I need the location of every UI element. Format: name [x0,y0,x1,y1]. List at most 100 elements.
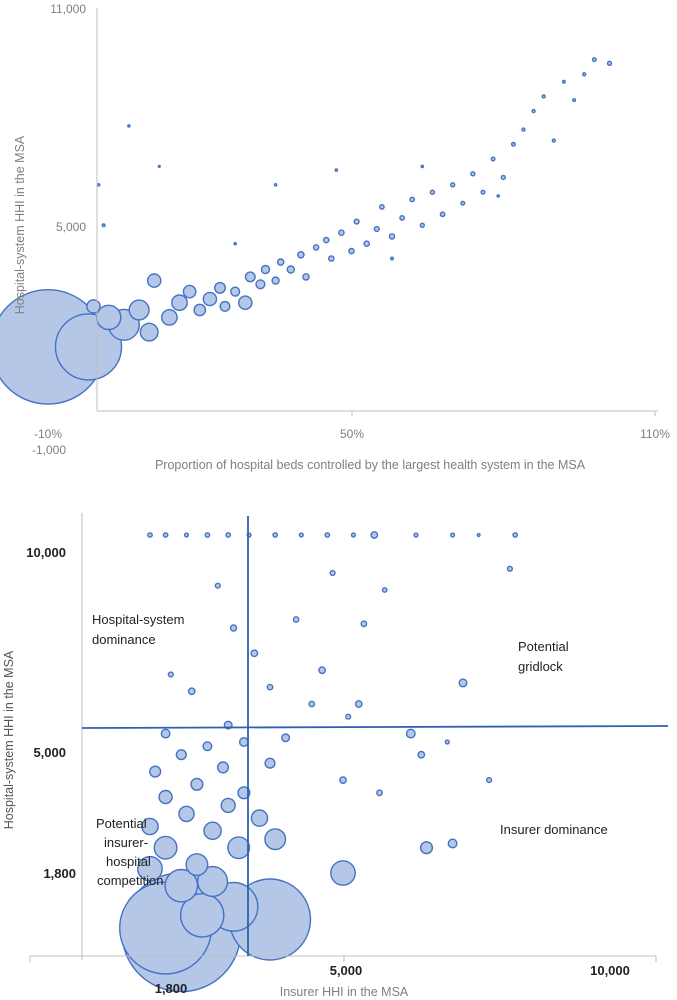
data-bubble [157,164,161,168]
data-bubble [162,532,169,538]
bottom-x-axis-title: Insurer HHI in the MSA [280,985,409,999]
data-bubble [490,156,496,162]
data-bubble [409,196,416,203]
top-x-axis-title: Proportion of hospital beds controlled b… [155,458,586,472]
data-bubble [298,532,304,538]
data-bubble [153,835,178,860]
data-bubble [329,569,336,577]
data-bubble [281,733,291,743]
data-bubble [86,299,101,314]
quadrant-label-line: Potential [518,639,569,654]
data-bubble [227,836,251,860]
top-x-tick-label: 50% [340,427,364,441]
data-bubble [420,164,425,169]
quadrant-label-line: gridlock [518,659,563,674]
data-bubble [345,713,352,720]
bottom-x-tick-label: 5,000 [330,963,363,978]
bottom-x-tick-label: 10,000 [590,963,630,978]
data-bubble [353,218,360,225]
data-bubble [551,138,556,143]
data-bubble [381,587,388,593]
data-bubble [139,322,159,342]
data-bubble [308,700,316,708]
data-bubble [183,532,190,538]
data-bubble [339,776,347,784]
data-bubble [405,728,416,739]
top-y-tick-label: -1,000 [32,443,66,457]
data-bubble [390,256,395,261]
data-bubble [160,308,178,326]
data-bubble [214,582,221,589]
data-bubble [512,532,519,538]
data-bubble [96,182,101,187]
data-bubble [591,57,597,63]
data-bubble [237,786,251,800]
data-bubble [476,532,481,538]
top-y-tick-label: 11,000 [50,2,86,16]
data-bubble [250,809,269,827]
quadrant-label-line: insurer- [104,835,148,850]
bottom-y-tick-label: 5,000 [33,745,66,760]
data-bubble [500,174,506,181]
data-bubble [444,739,450,745]
data-bubble [334,168,339,172]
data-bubble [572,98,577,103]
data-bubble [260,264,271,275]
data-bubble [216,761,230,774]
data-bubble [182,284,197,299]
top-bubbles [0,57,613,405]
data-bubble [417,750,426,759]
data-bubble [178,805,195,823]
bottom-x-tick-label: 1,800 [155,981,188,996]
data-bubble [531,108,536,114]
data-bubble [187,687,196,696]
data-bubble [137,855,163,882]
data-bubble [171,294,188,312]
data-bubble [521,127,526,132]
data-bubble [237,295,253,311]
data-bubble [255,279,266,290]
data-bubble [496,194,501,198]
data-bubble [185,853,209,877]
data-bubble [202,741,213,752]
top-x-tick-label: -10% [34,427,62,441]
data-bubble [388,233,396,240]
data-bubble [338,229,345,236]
data-bubble [419,222,425,229]
quadrant-label-hospital-dominance: Hospital-system dominance [92,612,188,647]
quadrant-label-line: hospital [106,854,151,869]
data-bubble [312,244,320,251]
data-bubble [54,313,123,381]
data-bubble [203,821,222,841]
data-bubble [101,223,106,228]
bottom-y-tick-label: 1,800 [43,866,76,881]
data-bubble [429,189,436,195]
data-bubble [250,649,259,658]
data-bubble [322,236,330,244]
data-bubble [606,60,613,66]
quadrant-label-gridlock: Potential gridlock [518,639,572,674]
bottom-y-tick-label: 10,000 [26,545,66,560]
data-bubble [146,273,162,288]
data-bubble [370,531,379,539]
data-bubble [458,678,468,688]
data-bubble [271,276,280,285]
data-bubble [238,737,249,748]
data-bubble [439,211,446,218]
top-x-tick-label: 110% [640,427,670,441]
data-bubble [582,72,587,77]
data-bubble [175,749,187,761]
data-bubble [486,776,493,784]
top-y-axis-title: Hospital-system HHI in the MSA [13,135,27,314]
data-bubble [149,765,162,778]
data-bubble [276,258,285,266]
data-bubble [179,893,225,938]
data-bubble [419,841,434,855]
data-bubble [158,789,173,805]
data-bubble [360,620,368,628]
data-bubble [266,683,274,691]
data-bubble [193,303,207,317]
data-bubble [561,79,566,84]
data-bubble [128,299,150,321]
